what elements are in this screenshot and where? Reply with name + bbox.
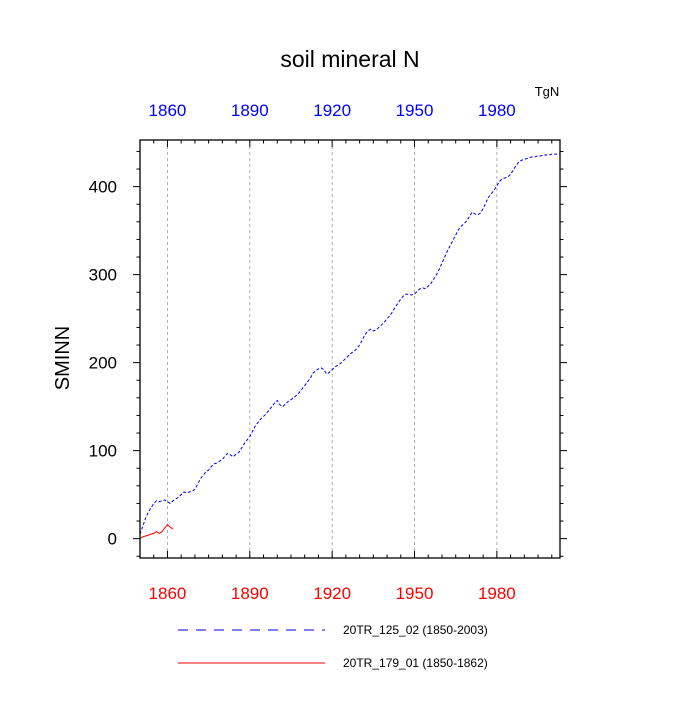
- y-tick-label: 400: [89, 178, 117, 197]
- units-label: TgN: [535, 84, 560, 99]
- tick-layer: [133, 140, 567, 558]
- legend-label-2: 20TR_179_01 (1850-1862): [343, 656, 488, 670]
- x-tick-label-bottom: 1890: [231, 584, 269, 603]
- series-line-1: [139, 153, 560, 535]
- chart-title: soil mineral N: [280, 46, 419, 72]
- x-tick-label-top: 1980: [478, 101, 516, 120]
- legend-label-1: 20TR_125_02 (1850-2003): [343, 623, 488, 637]
- x-tick-label-top: 1890: [231, 101, 269, 120]
- series-line-2: [139, 523, 174, 540]
- x-tick-label-bottom: 1860: [149, 584, 187, 603]
- x-tick-label-top: 1920: [313, 101, 351, 120]
- y-tick-label: 200: [89, 354, 117, 373]
- plot-frame: [139, 139, 561, 559]
- grid-layer: [167, 140, 498, 558]
- label-layer: 1860 1860 1890 1890 1920 1920 1950 1950 1980 1980…: [89, 101, 516, 603]
- y-tick-label: 100: [89, 442, 117, 461]
- y-axis-label: SMINN: [52, 326, 74, 390]
- y-tick-label: 0: [108, 530, 117, 549]
- x-tick-label-bottom: 1950: [396, 584, 434, 603]
- x-tick-label-top: 1950: [396, 101, 434, 120]
- y-tick-label: 300: [89, 266, 117, 285]
- x-tick-label-bottom: 1920: [313, 584, 351, 603]
- legend: 20TR_125_02 (1850-2003) 20TR_179_01 (1850…: [178, 623, 488, 670]
- x-tick-label-bottom: 1980: [478, 584, 516, 603]
- series-layer: [139, 153, 560, 540]
- x-tick-label-top: 1860: [149, 101, 187, 120]
